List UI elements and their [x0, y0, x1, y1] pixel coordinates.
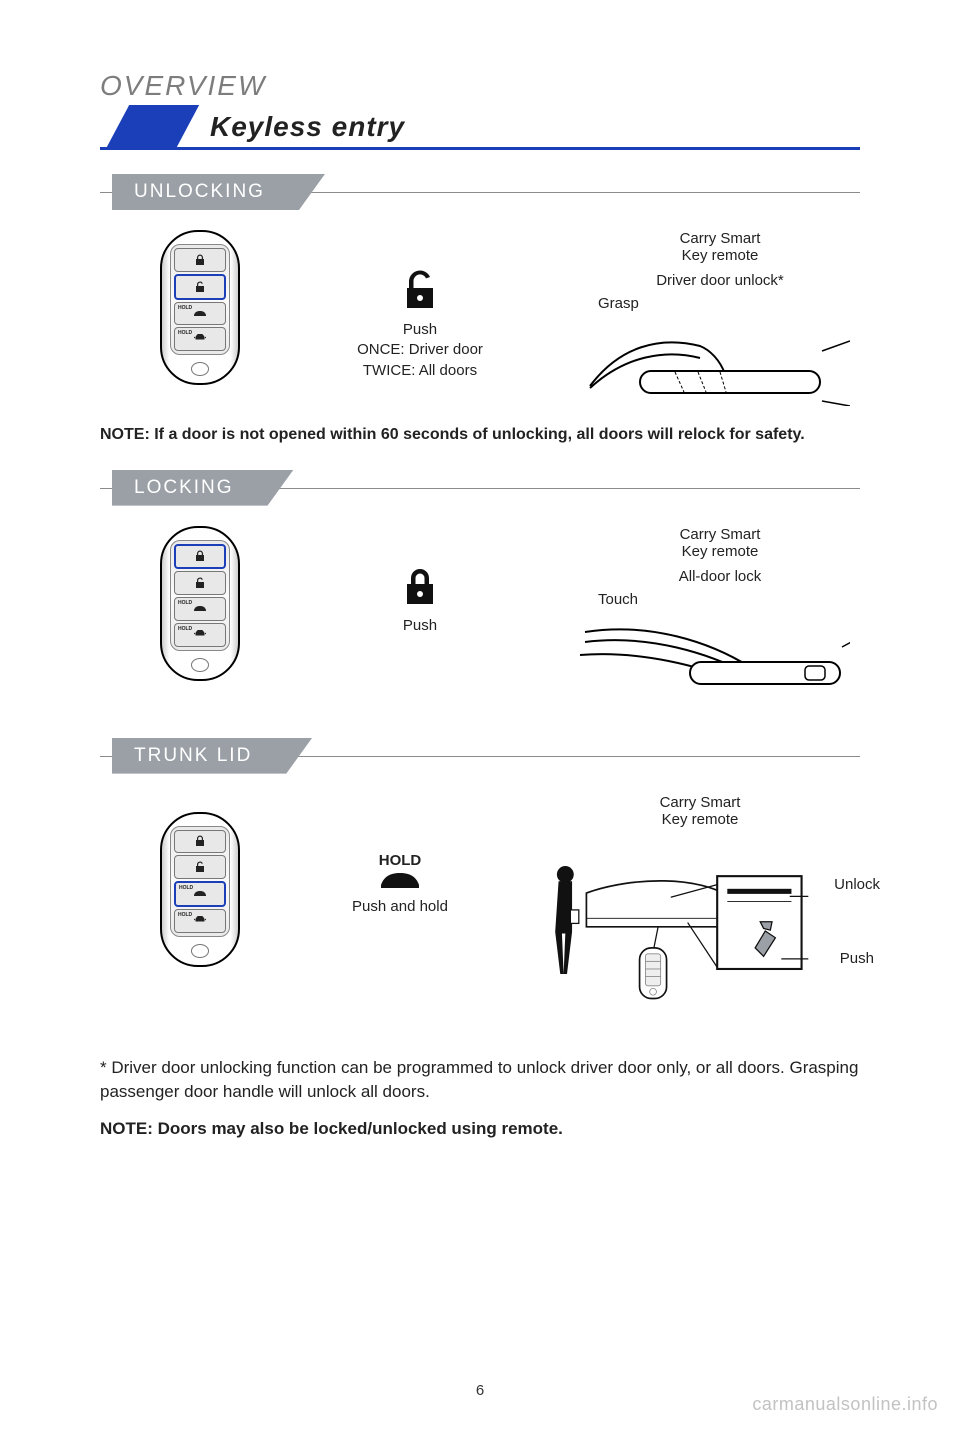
hold-mini-label: HOLD — [179, 885, 193, 891]
section-tab-label: LOCKING — [112, 470, 294, 506]
fob-button-trunk: HOLD — [174, 881, 226, 907]
touch-handle-illustration — [580, 612, 850, 702]
carry-label: Carry Smart Key remote — [580, 230, 860, 264]
unlocking-mid: Push ONCE: Driver door TWICE: All doors — [278, 230, 562, 381]
fob-logo — [191, 658, 209, 672]
unlocking-row: HOLD HOLD Push ONCE: Driver door TWICE: … — [100, 230, 860, 406]
hold-mini-label: HOLD — [178, 330, 192, 336]
panic-icon — [194, 630, 206, 640]
push-label: Push — [403, 616, 437, 636]
page-title: Keyless entry — [210, 111, 405, 143]
fob-button-panic: HOLD — [174, 623, 226, 647]
fob-button-panic: HOLD — [174, 909, 226, 933]
title-row: Keyless entry — [100, 108, 860, 150]
grasp-label: Grasp — [580, 295, 860, 312]
section-header-unlocking: UNLOCKING — [100, 172, 860, 212]
grasp-handle-illustration — [580, 316, 850, 406]
push-callout-label: Push — [840, 950, 874, 967]
push-hold-label: Push and hold — [352, 897, 448, 917]
trunk-illustration — [540, 836, 810, 1026]
hold-mini-label: HOLD — [178, 600, 192, 606]
fob-button-trunk: HOLD — [174, 597, 226, 621]
locking-row: HOLD HOLD Push Carry Smart Key remote Al… — [100, 526, 860, 702]
title-chevron — [107, 105, 199, 147]
fob-button-panic: HOLD — [174, 327, 226, 351]
hold-mini-label: HOLD — [178, 626, 192, 632]
fob-button-trunk: HOLD — [174, 302, 226, 326]
fob-button-unlock — [174, 274, 226, 300]
push-twice-label: TWICE: All doors — [363, 361, 477, 381]
push-label: Push — [403, 320, 437, 340]
hold-mini-label: HOLD — [178, 305, 192, 311]
fob-button-unlock — [174, 571, 226, 595]
page-number: 6 — [476, 1382, 484, 1399]
unlock-large-icon — [403, 270, 437, 312]
fob-button-lock — [174, 248, 226, 272]
touch-label: Touch — [580, 591, 860, 608]
lock-icon — [195, 835, 205, 847]
push-once-label: ONCE: Driver door — [357, 340, 483, 360]
hold-label: HOLD — [379, 852, 422, 869]
footnote-text: * Driver door unlocking function can be … — [100, 1056, 860, 1105]
unlocking-note: NOTE: If a door is not opened within 60 … — [100, 424, 860, 446]
trunk-row: HOLD HOLD HOLD Push and hold Carry Smart — [100, 794, 860, 1026]
panic-icon — [194, 916, 206, 926]
trunk-icon — [193, 890, 207, 897]
unlock-icon — [195, 577, 205, 589]
trunk-icon — [193, 310, 207, 317]
lock-large-icon — [403, 566, 437, 608]
driver-door-unlock-label: Driver door unlock* — [580, 272, 860, 289]
locking-mid: Push — [278, 526, 562, 636]
trunk-right: Carry Smart Key remote — [540, 794, 860, 1026]
locking-right: Carry Smart Key remote All-door lock Tou… — [580, 526, 860, 702]
unlock-callout-label: Unlock — [834, 876, 880, 893]
section-tab-label: TRUNK LID — [112, 738, 312, 774]
carry-label: Carry Smart Key remote — [580, 526, 860, 560]
watermark-text: carmanualsonline.info — [752, 1394, 938, 1415]
fob-logo — [191, 944, 209, 958]
unlocking-right: Carry Smart Key remote Driver door unloc… — [580, 230, 860, 406]
section-header-locking: LOCKING — [100, 468, 860, 508]
carry-label: Carry Smart Key remote — [540, 794, 860, 828]
trunk-large-icon — [379, 871, 421, 889]
fob-button-unlock — [174, 855, 226, 879]
section-header-trunk: TRUNK LID — [100, 736, 860, 776]
fob-button-lock — [174, 830, 226, 854]
trunk-icon — [193, 605, 207, 612]
fob-logo — [191, 362, 209, 376]
hold-mini-label: HOLD — [178, 912, 192, 918]
footnote-note: NOTE: Doors may also be locked/unlocked … — [100, 1119, 860, 1139]
overview-label: OVERVIEW — [100, 70, 860, 102]
unlock-icon — [195, 861, 205, 873]
unlock-icon — [195, 281, 205, 293]
lock-icon — [195, 254, 205, 266]
all-door-lock-label: All-door lock — [580, 568, 860, 585]
panic-icon — [194, 334, 206, 344]
section-tab-label: UNLOCKING — [112, 174, 325, 210]
trunk-mid: HOLD Push and hold — [278, 794, 522, 917]
fob-button-lock — [174, 544, 226, 570]
fob-unlocking: HOLD HOLD — [160, 230, 260, 385]
fob-locking: HOLD HOLD — [160, 526, 260, 681]
lock-icon — [195, 550, 205, 562]
fob-trunk: HOLD HOLD — [160, 812, 260, 967]
